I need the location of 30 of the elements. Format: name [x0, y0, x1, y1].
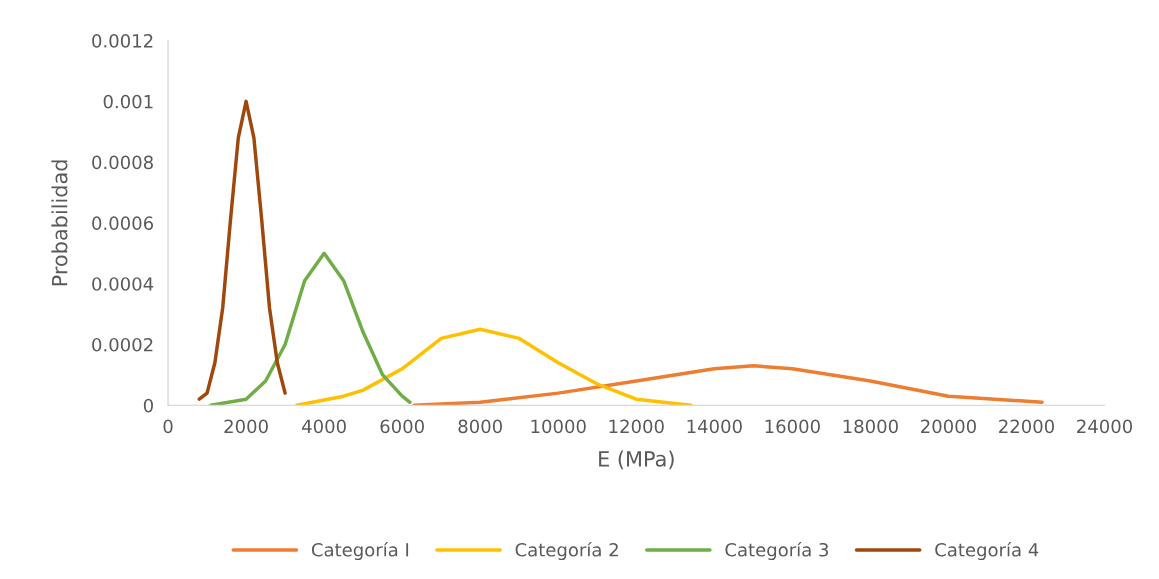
y-tick-label: 0 — [143, 398, 153, 413]
x-tick-label: 18000 — [843, 419, 898, 434]
x-tick-label: 20000 — [921, 419, 976, 434]
y-tick-label: 0.0004 — [92, 277, 154, 291]
legend-label: Categoría I — [311, 541, 409, 561]
x-tick-label: 8000 — [458, 419, 502, 434]
y-tick-label: 0.0006 — [92, 216, 154, 231]
y-axis-title: Probabilidad — [51, 160, 68, 286]
x-tick-label: 10000 — [531, 419, 586, 434]
x-tick-label: 24000 — [1077, 419, 1133, 434]
line-series — [209, 251, 412, 406]
legend-label: Categoría 3 — [725, 541, 829, 561]
legend-label: Categoría 2 — [515, 541, 618, 561]
line-series — [412, 364, 1044, 406]
x-tick-label: 22000 — [999, 419, 1055, 434]
y-tick-label: 0.0008 — [92, 155, 153, 170]
x-tick-label: 14000 — [687, 419, 742, 434]
x-tick-label: 0 — [163, 419, 173, 434]
x-tick-label: 6000 — [380, 419, 424, 434]
x-axis-title: E (MPa) — [599, 450, 674, 470]
x-tick-label: 2000 — [224, 419, 268, 434]
y-tick-label: 0.0002 — [92, 337, 153, 352]
line-series — [295, 327, 693, 406]
y-tick-label: 0.001 — [103, 94, 153, 109]
y-tick-label: 0.0012 — [92, 33, 153, 48]
legend-label: Categoría 4 — [935, 541, 1039, 561]
x-tick-label: 12000 — [609, 419, 664, 434]
x-tick-label: 4000 — [302, 419, 346, 434]
x-tick-label: 16000 — [765, 419, 820, 434]
line-series — [197, 99, 287, 401]
